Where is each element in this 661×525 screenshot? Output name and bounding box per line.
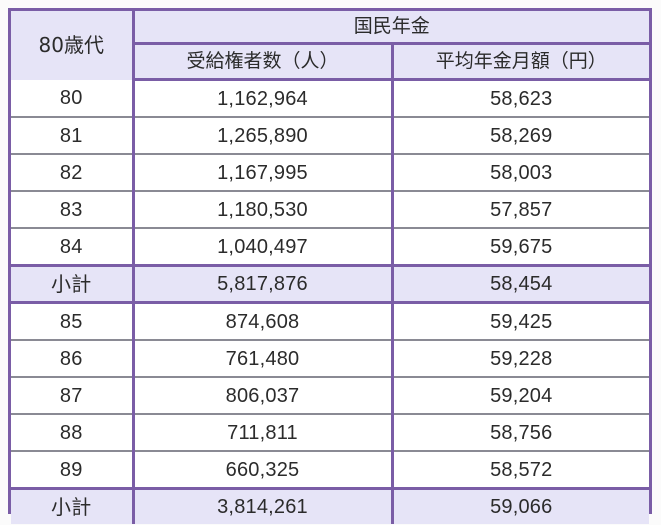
pension-table: 80歳代 国民年金 受給権者数（人） 平均年金月額（円） 80 1,162,96… — [8, 8, 652, 524]
count-cell: 874,608 — [133, 302, 394, 341]
count-cell: 1,180,530 — [133, 191, 394, 229]
table-body: 80 1,162,964 58,623 81 1,265,890 58,269 … — [11, 79, 649, 524]
count-cell: 1,040,497 — [133, 228, 394, 266]
subtotal-label: 小計 — [11, 487, 135, 524]
pension-data-table: 80歳代 国民年金 受給権者数（人） 平均年金月額（円） 80 1,162,96… — [11, 11, 649, 524]
subtotal-row: 小計 5,817,876 58,454 — [11, 264, 649, 304]
age-cell: 88 — [11, 414, 135, 452]
subtotal-label: 小計 — [11, 264, 135, 304]
count-cell: 1,265,890 — [133, 117, 394, 155]
subtotal-amount-cell: 59,066 — [392, 487, 649, 524]
amount-cell: 59,425 — [392, 302, 649, 341]
amount-cell: 59,204 — [392, 377, 649, 415]
amount-cell: 57,857 — [392, 191, 649, 229]
subtotal-count-cell: 3,814,261 — [133, 487, 394, 524]
age-cell: 84 — [11, 228, 135, 266]
table-row: 87 806,037 59,204 — [11, 377, 649, 415]
count-cell: 1,167,995 — [133, 154, 394, 192]
table-row: 82 1,167,995 58,003 — [11, 154, 649, 192]
count-cell: 1,162,964 — [133, 79, 394, 118]
table-row: 88 711,811 58,756 — [11, 414, 649, 452]
age-cell: 83 — [11, 191, 135, 229]
age-cell: 87 — [11, 377, 135, 415]
amount-cell: 58,623 — [392, 79, 649, 118]
amount-cell: 58,572 — [392, 451, 649, 489]
age-cell: 86 — [11, 340, 135, 378]
header-row-2: 受給権者数（人） 平均年金月額（円） — [11, 43, 649, 81]
table-row: 84 1,040,497 59,675 — [11, 228, 649, 266]
age-cell: 85 — [11, 302, 135, 341]
subtotal-row: 小計 3,814,261 59,066 — [11, 487, 649, 524]
count-cell: 806,037 — [133, 377, 394, 415]
amount-cell: 58,003 — [392, 154, 649, 192]
age-cell: 81 — [11, 117, 135, 155]
age-cell: 80 — [11, 79, 135, 118]
header-row-1: 80歳代 国民年金 — [11, 11, 649, 80]
count-cell: 660,325 — [133, 451, 394, 489]
count-cell: 711,811 — [133, 414, 394, 452]
amount-cell: 58,756 — [392, 414, 649, 452]
table-row: 83 1,180,530 57,857 — [11, 191, 649, 229]
table-row: 85 874,608 59,425 — [11, 302, 649, 341]
amount-cell: 59,228 — [392, 340, 649, 378]
age-cell: 89 — [11, 451, 135, 489]
subtotal-count-cell: 5,817,876 — [133, 264, 394, 304]
amount-cell: 59,675 — [392, 228, 649, 266]
amount-cell: 58,269 — [392, 117, 649, 155]
table-header: 80歳代 国民年金 受給権者数（人） 平均年金月額（円） — [11, 11, 649, 81]
age-cell: 82 — [11, 154, 135, 192]
count-cell: 761,480 — [133, 340, 394, 378]
table-row: 89 660,325 58,572 — [11, 451, 649, 489]
table-row: 80 1,162,964 58,623 — [11, 79, 649, 118]
count-column-header: 受給権者数（人） — [133, 43, 394, 81]
table-row: 81 1,265,890 58,269 — [11, 117, 649, 155]
subtotal-amount-cell: 58,454 — [392, 264, 649, 304]
age-column-header: 80歳代 — [11, 11, 135, 80]
amount-column-header: 平均年金月額（円） — [392, 43, 649, 81]
table-row: 86 761,480 59,228 — [11, 340, 649, 378]
group-header-national-pension: 国民年金 — [133, 11, 649, 45]
